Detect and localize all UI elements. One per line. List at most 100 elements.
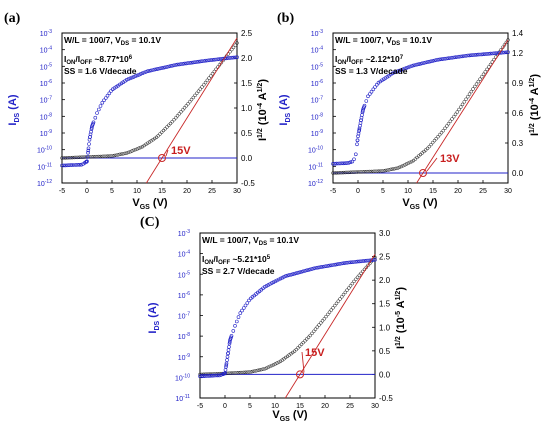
sqrt-ids-point [340,170,344,175]
sqrt-ids-point [397,165,402,170]
y-right-axis-label: I1/2 (10-5 A1/2) [395,287,407,349]
y-left-tick-label: 10-6 [311,79,323,88]
x-tick-label: 25 [346,403,354,410]
chart-panel-1: (b) -5 0 5 10 15 20 25 30 10-12 10-11 10-10 10-9 10-8… [277,11,541,211]
ids-point [215,373,220,378]
params-label: W/L = 100/7, VDS = 10.1V [202,235,299,247]
sqrt-ids-point [347,286,351,290]
sqrt-ids-point [236,370,241,375]
sqrt-ids-point [338,170,342,175]
sqrt-ids-point [264,366,269,370]
sqrt-ids-point [72,155,77,160]
ids-point [441,57,446,61]
sqrt-ids-point [130,149,134,153]
sqrt-ids-point [331,171,335,175]
y-right-tick-label: 1.0 [241,104,253,113]
ids-point [457,54,461,59]
sqrt-ids-point [441,128,445,133]
ids-point [182,61,187,66]
y-left-tick-label: 10-11 [175,394,190,403]
ids-point [175,62,180,67]
ids-point [504,50,509,55]
y-right-tick-label: 0.0 [512,169,524,178]
y-right-tick-label: 2.0 [379,276,391,285]
sqrt-ids-point [450,117,454,121]
ids-point [242,306,246,310]
sqrt-ids-point [63,156,68,160]
x-tick-label: 5 [110,188,114,195]
sqrt-ids-point [483,70,488,74]
sqrt-ids-point [453,112,458,117]
sqrt-ids-point [97,154,101,159]
sqrt-ids-point [396,166,400,170]
sqrt-ids-point [196,89,201,93]
ids-point [247,298,251,303]
sqrt-ids-point [117,152,122,157]
sqrt-ids-point [476,79,481,84]
ids-point [76,163,80,167]
ids-point [61,163,66,168]
panel-label: (C) [140,215,160,230]
sqrt-ids-point [455,110,460,114]
ids-point [350,159,355,164]
ids-point [478,52,482,57]
sqrt-ids-point [128,149,133,154]
sqrt-ids-point [319,321,323,325]
ids-point [437,57,442,62]
sqrt-ids-point [198,87,203,91]
sqrt-ids-point [436,134,440,139]
ids-point [488,51,493,56]
sqrt-ids-point [350,281,355,286]
ids-point [224,361,229,366]
ids-point [485,52,489,56]
on-off-ratio-label: ION/IOFF ~2.12*107 [335,54,404,66]
ids-point [434,58,439,62]
x-tick-label: 25 [479,188,487,195]
sqrt-ids-point [261,367,265,371]
sqrt-ids-point [242,370,246,375]
ids-point [131,75,136,79]
ids-point [228,56,232,60]
ids-point [411,63,416,68]
ids-point [235,55,239,60]
ids-point [170,63,174,68]
ids-point [406,65,411,70]
ids-point [227,345,231,349]
ids-point [471,53,475,57]
ids-point [422,61,426,65]
sqrt-ids-point [107,154,112,158]
ids-point [408,64,412,69]
ids-point [145,69,150,73]
ids-point [97,107,101,112]
sqrt-ids-point [427,144,432,149]
ids-point [95,111,99,115]
sqrt-ids-point [355,275,360,280]
ids-point [264,284,269,288]
ids-point [364,258,369,263]
y-left-tick-label: 10-11 [308,162,323,171]
ids-point [420,61,425,66]
ids-point [124,78,129,82]
sqrt-ids-point [306,335,311,340]
y-right-axis-label: I1/2 (10-4 A1/2) [257,79,269,141]
y-left-tick-label: 10-4 [311,46,323,55]
sqrt-ids-point [247,370,251,374]
ids-point [343,161,348,165]
y-right-tick-label: 2.5 [379,253,391,262]
ids-point [216,57,220,62]
sqrt-ids-point [408,160,412,165]
panel-label: (a) [4,11,21,26]
ids-point [280,275,285,280]
ids-point [444,56,449,61]
sqrt-ids-point [235,371,239,375]
ids-point [296,270,300,275]
sqrt-ids-point [404,162,409,166]
ids-point [357,259,362,264]
sqrt-ids-point [474,82,479,86]
vth-pointer [165,149,169,157]
ids-point [404,66,409,70]
vth-marker [296,370,304,379]
ids-point [135,73,140,78]
y-right-tick-label: 1.5 [241,79,253,88]
